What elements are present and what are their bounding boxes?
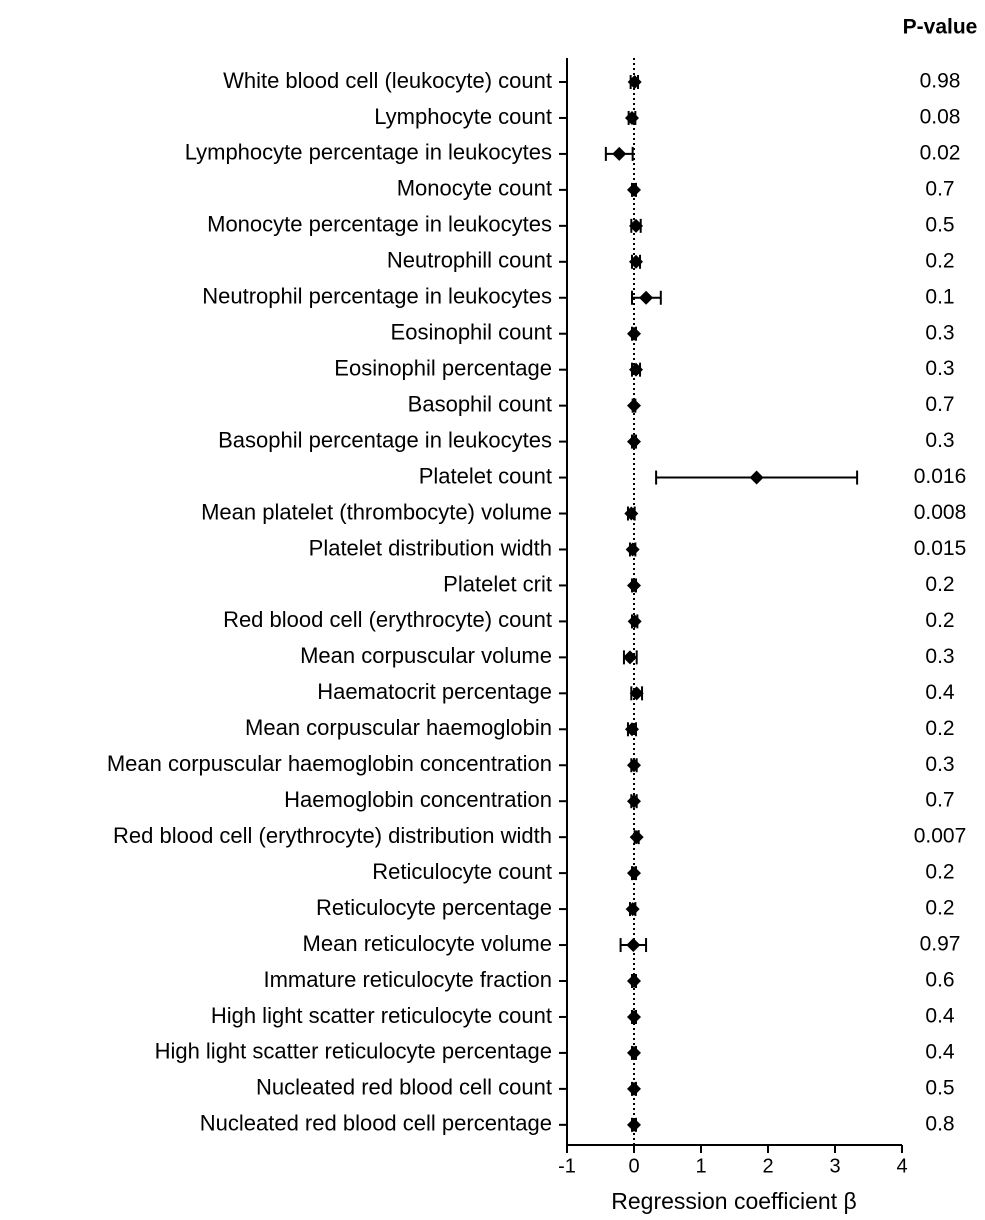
point xyxy=(625,902,640,917)
point xyxy=(627,326,641,341)
p-value: 0.5 xyxy=(925,213,954,236)
point xyxy=(627,578,641,593)
p-value: 0.3 xyxy=(925,321,954,344)
y-tick-label: Red blood cell (erythrocyte) count xyxy=(223,607,552,632)
point xyxy=(629,254,644,269)
point xyxy=(749,470,764,485)
point xyxy=(629,218,644,233)
point xyxy=(627,1009,641,1024)
point xyxy=(627,794,641,809)
p-value: 0.4 xyxy=(925,1005,955,1028)
p-value: 0.02 xyxy=(920,141,961,164)
y-tick-label: Platelet count xyxy=(419,463,552,488)
p-value: 0.4 xyxy=(925,1040,955,1063)
point xyxy=(627,434,641,449)
y-tick-label: High light scatter reticulocyte percenta… xyxy=(155,1039,552,1064)
y-tick-label: Basophil percentage in leukocytes xyxy=(218,427,552,452)
point xyxy=(624,722,639,737)
point xyxy=(625,542,640,557)
p-value: 0.2 xyxy=(925,717,954,740)
y-tick-label: Nucleated red blood cell count xyxy=(256,1075,552,1100)
y-tick-label: Eosinophil count xyxy=(391,320,552,345)
p-value: 0.97 xyxy=(920,933,961,956)
y-tick-label: White blood cell (leukocyte) count xyxy=(223,68,552,93)
point xyxy=(627,614,642,629)
point xyxy=(629,686,644,701)
x-tick-label: 4 xyxy=(896,1155,907,1177)
y-tick-label: Lymphocyte count xyxy=(374,104,552,129)
x-tick-label: 3 xyxy=(829,1155,840,1177)
p-value: 0.2 xyxy=(925,861,954,884)
p-value: 0.1 xyxy=(925,285,954,308)
y-tick-label: Platelet distribution width xyxy=(309,535,552,560)
x-axis-label: Regression coefficient β xyxy=(611,1188,857,1214)
p-value: 0.8 xyxy=(925,1112,954,1135)
pvalue-header: P-value xyxy=(903,16,978,39)
y-tick-label: Nucleated red blood cell percentage xyxy=(200,1111,552,1136)
point xyxy=(627,1117,641,1132)
y-tick-label: Haemoglobin concentration xyxy=(284,787,552,812)
p-value: 0.7 xyxy=(925,177,954,200)
y-tick-label: Eosinophil percentage xyxy=(334,355,552,380)
p-value: 0.3 xyxy=(925,429,954,452)
y-tick-label: Immature reticulocyte fraction xyxy=(263,967,552,992)
y-tick-label: Neutrophill count xyxy=(387,248,552,273)
point xyxy=(639,290,654,305)
y-tick-label: Reticulocyte count xyxy=(372,859,552,884)
point xyxy=(629,362,644,377)
p-value: 0.008 xyxy=(914,501,967,524)
x-tick-label: 0 xyxy=(628,1155,639,1177)
p-value: 0.7 xyxy=(925,393,954,416)
point xyxy=(624,110,639,125)
point xyxy=(627,866,641,881)
p-value: 0.7 xyxy=(925,789,954,812)
point xyxy=(622,650,637,665)
point xyxy=(627,1045,641,1060)
y-tick-label: Mean reticulocyte volume xyxy=(303,931,552,956)
p-value: 0.2 xyxy=(925,609,954,632)
y-tick-label: Neutrophil percentage in leukocytes xyxy=(202,284,552,309)
point xyxy=(629,830,644,845)
y-tick-label: Monocyte count xyxy=(397,176,552,201)
p-value: 0.98 xyxy=(920,70,961,93)
point xyxy=(627,182,641,197)
p-value: 0.3 xyxy=(925,357,954,380)
y-tick-label: Mean corpuscular haemoglobin xyxy=(245,715,552,740)
y-tick-label: Monocyte percentage in leukocytes xyxy=(207,212,552,237)
y-tick-label: High light scatter reticulocyte count xyxy=(211,1003,552,1028)
p-value: 0.2 xyxy=(925,249,954,272)
p-value: 0.08 xyxy=(920,106,961,129)
point xyxy=(627,398,641,413)
y-tick-label: Red blood cell (erythrocyte) distributio… xyxy=(113,823,552,848)
y-tick-label: Reticulocyte percentage xyxy=(316,895,552,920)
p-value: 0.007 xyxy=(914,825,967,848)
p-value: 0.016 xyxy=(914,465,967,488)
y-tick-label: Basophil count xyxy=(408,391,552,416)
p-value: 0.6 xyxy=(925,969,954,992)
y-tick-label: Mean corpuscular haemoglobin concentrati… xyxy=(107,751,552,776)
y-tick-label: Lymphocyte percentage in leukocytes xyxy=(185,140,552,165)
point xyxy=(612,146,627,161)
y-tick-label: Mean corpuscular volume xyxy=(300,643,552,668)
p-value: 0.2 xyxy=(925,573,954,596)
point xyxy=(627,75,642,89)
x-tick-label: 2 xyxy=(762,1155,773,1177)
point xyxy=(626,938,641,953)
point xyxy=(627,1081,641,1096)
p-value: 0.3 xyxy=(925,645,954,668)
p-value: 0.5 xyxy=(925,1076,954,1099)
point xyxy=(627,758,641,773)
x-tick-label: 1 xyxy=(695,1155,706,1177)
y-tick-label: Haematocrit percentage xyxy=(317,679,552,704)
y-tick-label: Platelet crit xyxy=(443,571,552,596)
point xyxy=(627,974,641,988)
y-tick-label: Mean platelet (thrombocyte) volume xyxy=(201,499,552,524)
point xyxy=(624,506,639,521)
p-value: 0.2 xyxy=(925,897,954,920)
x-tick-label: -1 xyxy=(558,1155,576,1177)
p-value: 0.4 xyxy=(925,681,955,704)
p-value: 0.015 xyxy=(914,537,967,560)
p-value: 0.3 xyxy=(925,753,954,776)
